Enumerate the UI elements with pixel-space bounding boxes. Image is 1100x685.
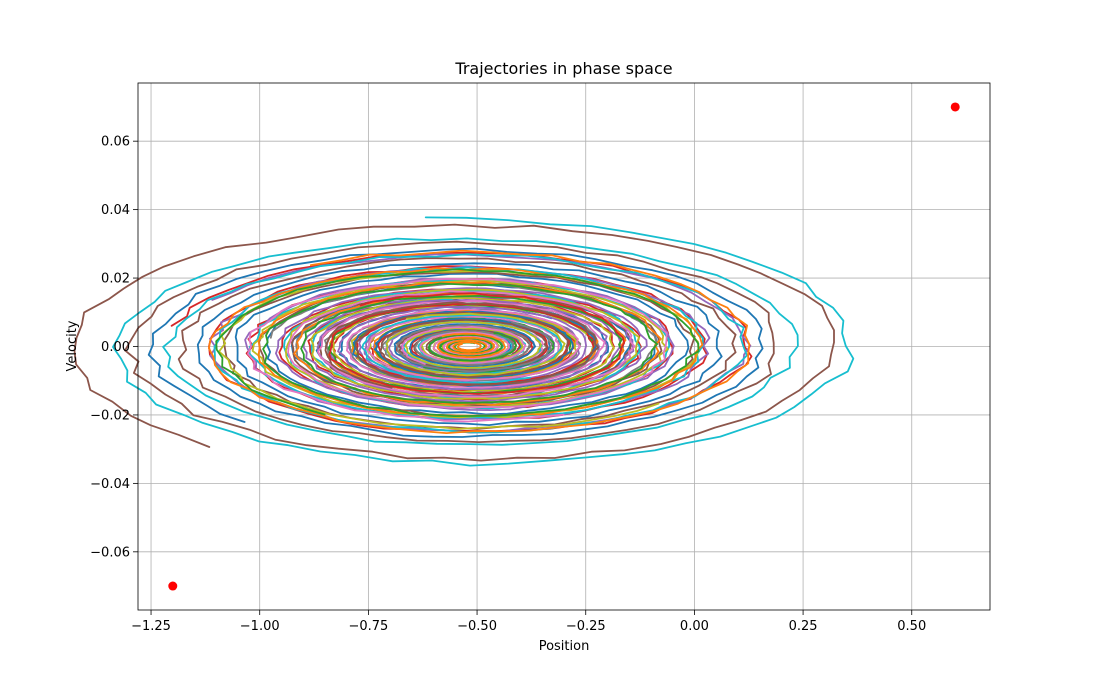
trajectory-line — [401, 326, 527, 365]
y-tick-label: −0.04 — [90, 477, 130, 492]
x-tick-label: −1.25 — [131, 619, 171, 634]
y-tick-label: 0.02 — [101, 272, 130, 287]
x-axis-label: Position — [539, 639, 590, 654]
y-tick-label: −0.06 — [90, 545, 130, 560]
y-tick-label: 0.04 — [101, 203, 130, 218]
bound-point — [950, 102, 960, 112]
trajectory-lines — [73, 216, 855, 467]
trajectory-line — [73, 223, 835, 462]
bound-points — [168, 102, 960, 591]
x-tick-label: 0.00 — [680, 619, 709, 634]
axis-ticks: −1.25 −1.00 −0.75 −0.50 −0.25 0.00 0.25 0.50 −0.… — [90, 135, 926, 634]
trajectory-line — [324, 301, 599, 389]
x-tick-label: −0.75 — [348, 619, 388, 634]
x-tick-label: 0.50 — [897, 619, 926, 634]
x-tick-label: 0.25 — [789, 619, 818, 634]
y-axis-label: Velocity — [65, 320, 80, 371]
trajectory-line — [436, 332, 506, 359]
y-tick-label: 0.06 — [101, 135, 130, 150]
x-tick-label: −0.25 — [566, 619, 606, 634]
x-tick-label: −0.50 — [457, 619, 497, 634]
chart-title: Trajectories in phase space — [454, 59, 672, 78]
y-tick-label: 0.00 — [101, 340, 130, 355]
bound-point — [168, 581, 178, 591]
y-tick-label: −0.02 — [90, 408, 130, 423]
x-tick-label: −1.00 — [240, 619, 280, 634]
